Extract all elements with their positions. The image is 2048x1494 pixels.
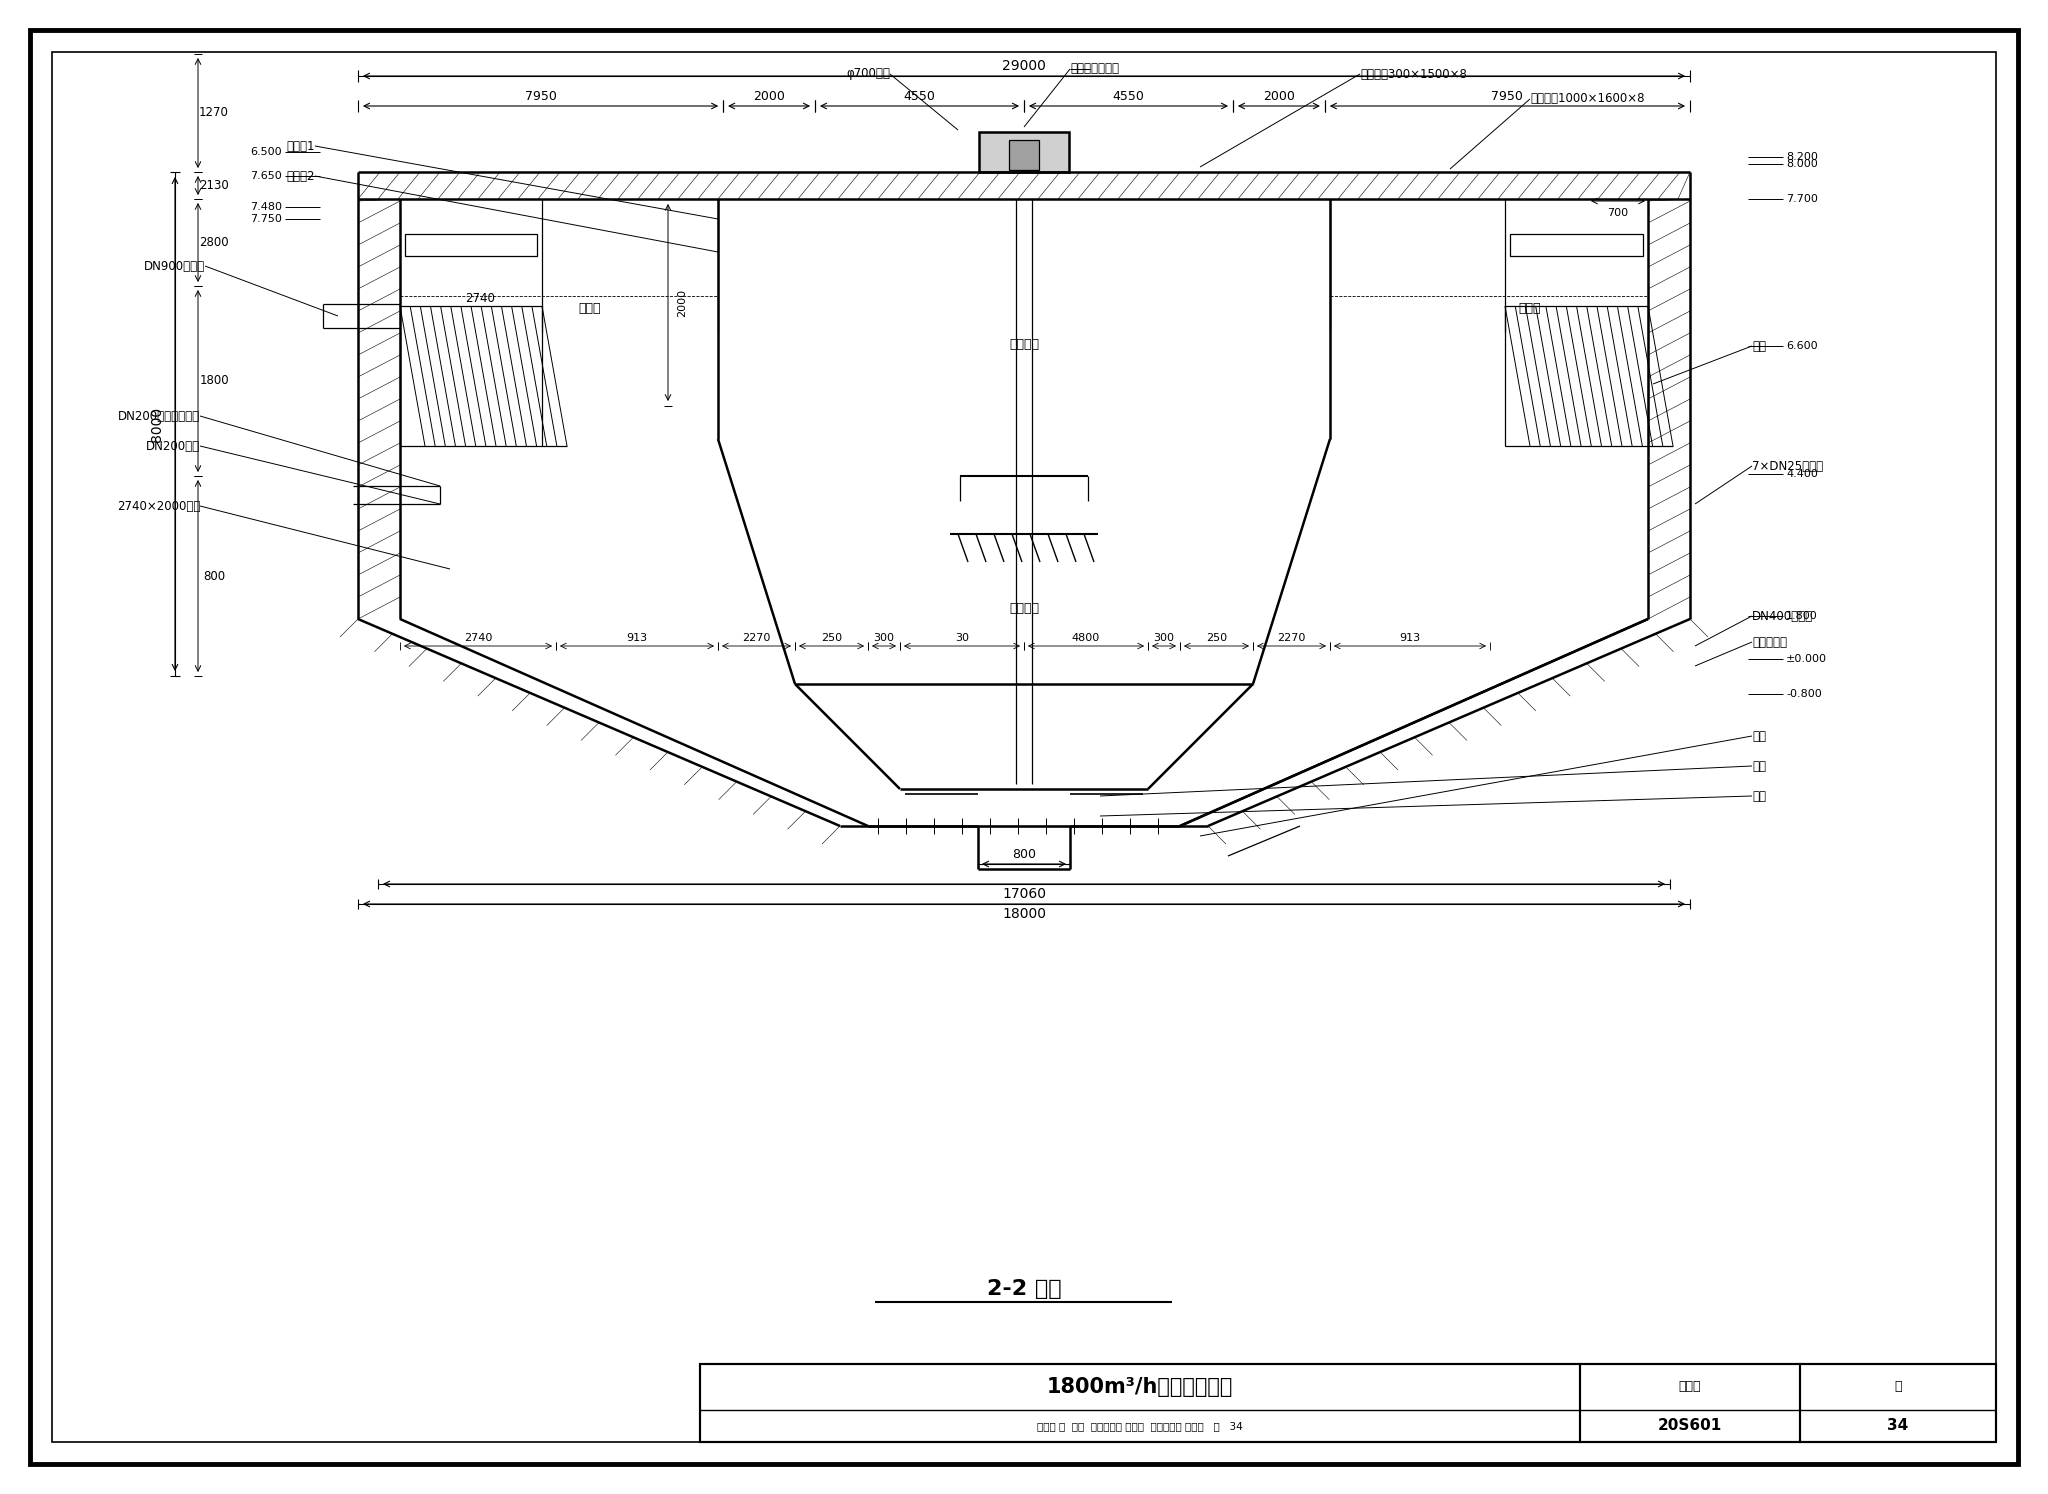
Text: 2130: 2130 xyxy=(199,179,229,193)
Bar xyxy=(700,1364,1997,1442)
Text: 250: 250 xyxy=(1206,633,1227,642)
Text: DN400排空管: DN400排空管 xyxy=(1751,610,1812,623)
Text: 6.600: 6.600 xyxy=(1786,341,1819,351)
Text: 4800: 4800 xyxy=(1071,633,1100,642)
Text: 1.800: 1.800 xyxy=(1786,611,1819,622)
Text: 绿板: 绿板 xyxy=(1751,729,1765,743)
Text: 二反应室: 二反应室 xyxy=(1010,602,1038,616)
Text: 6.500: 6.500 xyxy=(250,146,283,157)
Text: 18000: 18000 xyxy=(1001,907,1047,920)
Text: 澄清区: 澄清区 xyxy=(580,302,602,315)
Text: 7950: 7950 xyxy=(524,91,557,103)
Text: 澄清区: 澄清区 xyxy=(1520,302,1542,315)
Text: 斜撙: 斜撙 xyxy=(1751,759,1765,772)
Text: 250: 250 xyxy=(821,633,842,642)
Text: 导流钙板1000×1600×8: 导流钙板1000×1600×8 xyxy=(1530,93,1645,106)
Text: 导流板2: 导流板2 xyxy=(287,169,315,182)
Bar xyxy=(1509,235,1642,255)
Text: 800: 800 xyxy=(1012,849,1036,862)
Text: DN200快开式排泥阀: DN200快开式排泥阀 xyxy=(119,409,201,423)
Bar xyxy=(979,131,1069,172)
Text: 1270: 1270 xyxy=(199,106,229,120)
Text: 搅拌机及刻泥机: 搅拌机及刻泥机 xyxy=(1069,63,1118,76)
Text: 4.400: 4.400 xyxy=(1786,469,1819,480)
Text: 2740: 2740 xyxy=(463,633,492,642)
Text: 8.200: 8.200 xyxy=(1786,152,1819,161)
Text: DN900出水管: DN900出水管 xyxy=(143,260,205,272)
Text: 2000: 2000 xyxy=(1264,91,1294,103)
Text: 8000: 8000 xyxy=(150,406,164,442)
Text: 7.650: 7.650 xyxy=(250,170,283,181)
Text: 913: 913 xyxy=(1399,633,1421,642)
Text: 斜管: 斜管 xyxy=(1751,339,1765,353)
Text: 7.480: 7.480 xyxy=(250,202,283,212)
Text: 700: 700 xyxy=(1608,208,1628,218)
Bar xyxy=(1800,1364,1997,1442)
Text: φ700人孔: φ700人孔 xyxy=(846,67,891,81)
Text: 8.000: 8.000 xyxy=(1786,158,1819,169)
Text: 7×DN25取样管: 7×DN25取样管 xyxy=(1751,460,1823,472)
Text: 7950: 7950 xyxy=(1491,91,1524,103)
Text: 令板: 令板 xyxy=(1751,789,1765,802)
Text: 页: 页 xyxy=(1894,1380,1903,1394)
Text: ±0.000: ±0.000 xyxy=(1786,654,1827,663)
Text: 2270: 2270 xyxy=(1278,633,1307,642)
Text: 17060: 17060 xyxy=(1001,887,1047,901)
Text: 300: 300 xyxy=(874,633,895,642)
Text: 20S601: 20S601 xyxy=(1659,1418,1722,1434)
Text: 29000: 29000 xyxy=(1001,58,1047,73)
Text: 1800: 1800 xyxy=(199,375,229,387)
Text: 34: 34 xyxy=(1888,1418,1909,1434)
Text: 2000: 2000 xyxy=(754,91,784,103)
Text: 图集号: 图集号 xyxy=(1679,1380,1702,1394)
Text: 913: 913 xyxy=(627,633,647,642)
Text: 4550: 4550 xyxy=(903,91,936,103)
Bar xyxy=(700,1364,1579,1442)
Text: 7.700: 7.700 xyxy=(1786,194,1819,205)
Text: 2270: 2270 xyxy=(741,633,770,642)
Text: 一反应室: 一反应室 xyxy=(1010,338,1038,351)
Text: 2-2 剪面: 2-2 剪面 xyxy=(987,1279,1061,1298)
Text: 300: 300 xyxy=(1153,633,1174,642)
Bar xyxy=(406,235,537,255)
Text: 2800: 2800 xyxy=(199,236,229,249)
Text: -0.800: -0.800 xyxy=(1786,689,1823,699)
Text: 2740: 2740 xyxy=(465,293,496,305)
Text: 导流板1: 导流板1 xyxy=(287,139,315,152)
Text: 7.750: 7.750 xyxy=(250,214,283,224)
Bar xyxy=(1010,140,1038,170)
Text: 2740×2000泥斗: 2740×2000泥斗 xyxy=(117,499,201,512)
Text: 30: 30 xyxy=(954,633,969,642)
Text: 4550: 4550 xyxy=(1112,91,1145,103)
Bar xyxy=(1579,1364,1800,1442)
Text: 1800m³/h澄清池剪面图: 1800m³/h澄清池剪面图 xyxy=(1047,1377,1233,1397)
Text: 混凝土包封: 混凝土包封 xyxy=(1751,635,1788,648)
Text: 2000: 2000 xyxy=(678,288,686,317)
Text: DN200蠺阀: DN200蠺阀 xyxy=(145,439,201,453)
Text: 800: 800 xyxy=(203,569,225,583)
Text: 整流钙板300×1500×8: 整流钙板300×1500×8 xyxy=(1360,67,1466,81)
Text: 审核王 洋  小山  校对王胜军 子化字  设计董广进 霞子迪   页   34: 审核王 洋 小山 校对王胜军 子化字 设计董广进 霞子迪 页 34 xyxy=(1036,1421,1243,1431)
